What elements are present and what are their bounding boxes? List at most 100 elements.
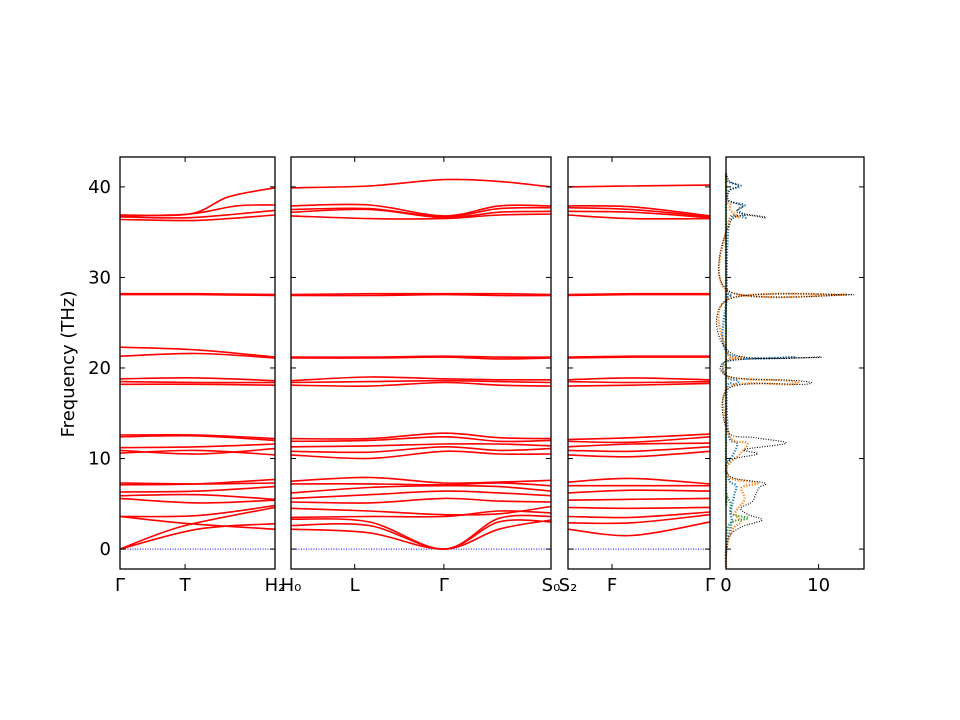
x-tick-label-p3-2: Γ <box>705 575 715 596</box>
band-line-p1-14 <box>119 433 276 440</box>
band-line-p2-4 <box>290 510 552 519</box>
y-tick-label: 0 <box>100 539 111 560</box>
dos-partial-3 <box>724 173 750 568</box>
x-tick-label-p3-0: S₂ <box>559 575 578 596</box>
dos-partial-2 <box>717 173 849 568</box>
band-line-p2-14 <box>290 435 552 443</box>
band-line-p1-24 <box>119 204 276 217</box>
band-line-p3-5 <box>567 497 711 501</box>
band-line-p3-15 <box>567 380 711 384</box>
band-line-p2-22 <box>290 292 552 296</box>
band-line-p2-15 <box>290 432 552 440</box>
band-line-p2-6 <box>290 497 552 504</box>
x-tick-label-p1-0: Γ <box>115 575 125 596</box>
band-line-p1-19 <box>119 346 276 358</box>
band-line-p1-18 <box>119 352 276 359</box>
band-line-p2-16 <box>290 381 552 387</box>
band-panel-p3 <box>567 184 711 550</box>
band-line-p2-26 <box>290 203 552 217</box>
x-tick-label-p2-2: Γ <box>439 575 449 596</box>
band-line-p2-21 <box>290 293 552 297</box>
x-tick-label-p2-3: S₀ <box>542 575 561 596</box>
band-line-p1-15 <box>119 383 276 386</box>
y-tick-label: 20 <box>88 358 111 379</box>
band-line-p2-24 <box>290 208 552 219</box>
band-line-p1-1 <box>119 522 276 550</box>
dos-x-tick-label-0: 0 <box>720 575 731 596</box>
band-line-p3-23 <box>567 206 711 218</box>
band-line-p2-20 <box>290 355 552 358</box>
band-line-p2-8 <box>290 484 552 494</box>
dos-x-tick-label-1: 10 <box>807 575 830 596</box>
dos-total <box>715 173 855 568</box>
band-line-p3-12 <box>567 436 711 444</box>
x-tick-label-p1-2: H₂ <box>265 575 286 596</box>
band-line-p2-17 <box>290 379 552 384</box>
band-line-p2-2 <box>290 519 552 550</box>
x-tick-label-p3-1: F <box>607 575 617 596</box>
x-tick-label-p1-1: T <box>179 575 192 596</box>
band-line-p3-21 <box>567 214 711 220</box>
band-line-p1-20 <box>119 293 276 297</box>
band-line-p2-7 <box>290 490 552 500</box>
panel-frames <box>119 156 865 570</box>
y-axis-label: Frequency (THz) <box>58 291 79 438</box>
band-line-p3-25 <box>567 184 711 188</box>
density-of-states-curves <box>715 173 855 568</box>
band-line-p2-9 <box>290 482 552 487</box>
band-line-p2-13 <box>290 442 552 448</box>
x-tick-label-p2-1: L <box>350 575 360 596</box>
band-curves <box>119 178 711 550</box>
band-line-p2-12 <box>290 445 552 454</box>
band-line-p2-18 <box>290 376 552 382</box>
band-line-p2-11 <box>290 450 552 460</box>
band-line-p1-2 <box>119 506 276 550</box>
band-line-p1-13 <box>119 434 276 442</box>
frame-p3 <box>567 156 711 570</box>
band-line-p3-2 <box>567 513 711 525</box>
band-line-p1-6 <box>119 493 276 501</box>
frame-p1 <box>119 156 276 570</box>
band-panel-p2 <box>290 178 552 550</box>
frame-dos <box>725 156 865 570</box>
band-line-p3-4 <box>567 506 711 510</box>
band-line-p3-16 <box>567 377 711 381</box>
x-tick-label-p2-0: H₀ <box>281 575 302 596</box>
y-tick-label: 40 <box>88 177 111 198</box>
band-line-p3-6 <box>567 489 711 494</box>
band-line-p2-25 <box>290 206 552 218</box>
band-line-p3-8 <box>567 477 711 485</box>
band-line-p1-3 <box>119 515 276 530</box>
band-line-p1-21 <box>119 292 276 296</box>
band-line-p3-24 <box>567 204 711 217</box>
band-panel-p1 <box>119 187 276 550</box>
band-line-p1-4 <box>119 504 276 518</box>
band-line-p1-11 <box>119 447 276 455</box>
band-line-p3-22 <box>567 210 711 219</box>
band-line-p2-19 <box>290 356 552 360</box>
band-line-p1-7 <box>119 485 276 493</box>
band-line-p3-1 <box>567 521 711 537</box>
band-line-p3-17 <box>567 356 711 359</box>
band-line-p3-14 <box>567 382 711 387</box>
band-line-p2-10 <box>290 476 552 485</box>
band-line-p3-9 <box>567 450 711 458</box>
band-line-p1-22 <box>119 214 276 222</box>
dos-partial-1 <box>721 173 796 568</box>
y-tick-label: 10 <box>88 449 111 470</box>
band-line-p2-23 <box>290 213 552 220</box>
band-line-p1-5 <box>119 497 276 504</box>
frame-p2 <box>290 156 552 570</box>
band-line-p1-9 <box>119 482 276 485</box>
band-line-p3-3 <box>567 511 711 519</box>
band-line-p1-23 <box>119 209 276 219</box>
band-line-p2-27 <box>290 178 552 189</box>
band-line-p3-20 <box>567 292 711 296</box>
band-line-p3-19 <box>567 293 711 297</box>
band-line-p2-5 <box>290 505 552 516</box>
band-line-p2-3 <box>290 514 552 550</box>
band-line-p3-10 <box>567 446 711 453</box>
y-tick-label: 30 <box>88 267 111 288</box>
band-line-p3-13 <box>567 433 711 441</box>
